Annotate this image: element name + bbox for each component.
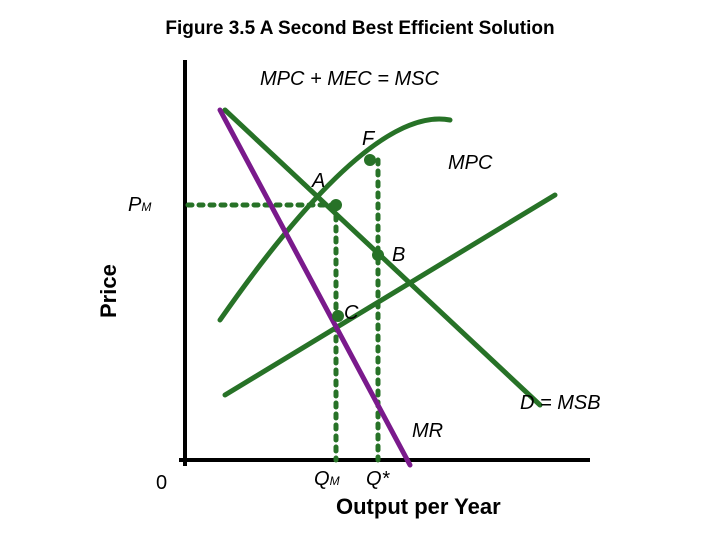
point-F-label: F: [362, 128, 374, 151]
mr-label: MR: [412, 420, 443, 443]
qstar-tick-label: Q*: [366, 468, 389, 491]
mr-curve: [220, 110, 410, 465]
pm-main: P: [128, 194, 141, 216]
point-A-label: A: [312, 170, 325, 193]
qm-main: Q: [314, 468, 330, 490]
point-C-label: C: [344, 302, 358, 325]
point-B-label: B: [392, 244, 405, 267]
msc-label: MPC + MEC = MSC: [260, 68, 439, 91]
point-A: [330, 199, 342, 211]
mpc-curve: [225, 195, 555, 395]
point-F: [364, 154, 376, 166]
pm-sub: M: [141, 200, 151, 214]
mpc-label: MPC: [448, 152, 492, 175]
qm-tick-label: QM: [314, 468, 340, 491]
figure-canvas: Figure 3.5 A Second Best Efficient Solut…: [0, 0, 720, 540]
point-C: [332, 310, 344, 322]
pm-tick-label: PM: [128, 194, 151, 217]
x-axis-label: Output per Year: [336, 494, 501, 520]
y-axis-label: Price: [96, 264, 122, 318]
point-B: [372, 249, 384, 261]
origin-zero-label: 0: [156, 472, 167, 495]
dmsb-label: D = MSB: [520, 392, 601, 415]
qm-sub: M: [330, 474, 340, 488]
